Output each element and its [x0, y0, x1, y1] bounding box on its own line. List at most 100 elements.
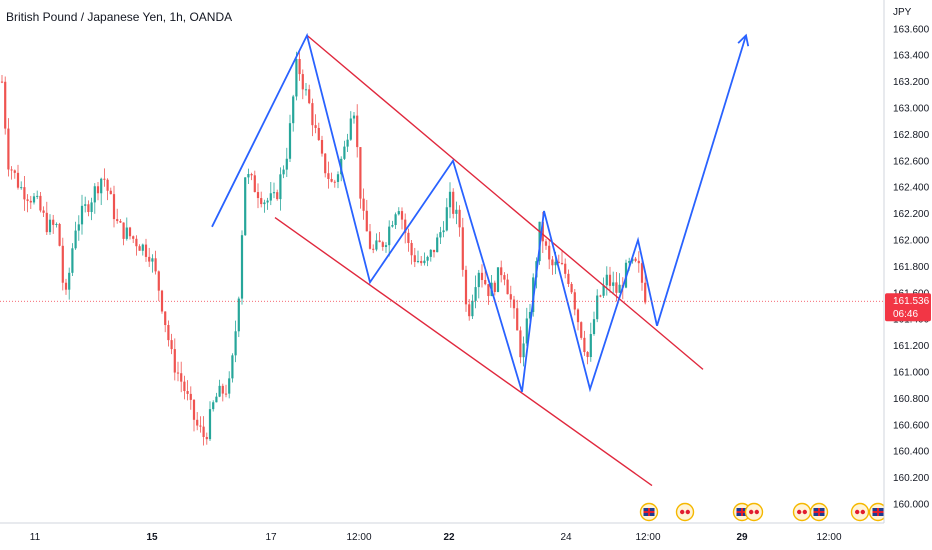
candle [244, 177, 247, 236]
candle [634, 257, 637, 263]
economic-event-icon[interactable] [850, 502, 870, 522]
candle [16, 164, 20, 190]
uk-flag-event-icon[interactable] [868, 502, 888, 522]
candle [212, 400, 215, 412]
candle [576, 308, 580, 331]
candle [471, 294, 474, 320]
candle [583, 330, 586, 356]
candle [400, 207, 404, 230]
candle [250, 172, 253, 181]
y-tick-label: 161.800 [893, 262, 930, 273]
candle [589, 322, 592, 362]
last-price-badge [885, 293, 931, 322]
y-tick-label: 160.400 [893, 447, 930, 458]
candle [138, 244, 141, 251]
candle [407, 228, 410, 252]
candle [432, 249, 436, 258]
candle [496, 267, 500, 293]
candle [452, 188, 455, 219]
zigzag-pattern[interactable] [211, 32, 658, 393]
candle [84, 196, 87, 213]
candle [221, 383, 224, 402]
chart-title: British Pound / Japanese Yen, 1h, OANDA [6, 10, 233, 24]
candle [45, 201, 48, 235]
candle [96, 181, 100, 201]
candle [413, 247, 416, 268]
candle [346, 133, 349, 153]
candle [144, 238, 148, 262]
economic-event-icon[interactable] [744, 502, 764, 522]
candle [132, 235, 135, 244]
candle [580, 321, 583, 340]
candle [570, 282, 573, 295]
candle [253, 170, 256, 193]
candle [416, 250, 420, 264]
candle [391, 220, 394, 228]
candle [378, 232, 381, 243]
candle [199, 416, 202, 433]
candle [311, 98, 314, 137]
candle [512, 295, 516, 319]
projection-line[interactable] [656, 35, 747, 327]
candle [36, 190, 39, 200]
economic-event-icon[interactable] [792, 502, 812, 522]
x-tick-label: 15 [146, 532, 158, 543]
candle [103, 168, 106, 187]
candle [612, 271, 615, 295]
y-tick-label: 162.400 [893, 183, 930, 194]
candle [304, 83, 308, 96]
candle [109, 187, 112, 195]
channel-lower-line[interactable] [274, 216, 653, 487]
candle [359, 147, 362, 209]
candle [503, 272, 506, 286]
candle [13, 169, 16, 179]
candle [74, 221, 77, 250]
price-axis[interactable] [884, 0, 932, 550]
candle [477, 269, 480, 299]
candle [247, 168, 250, 184]
candle [68, 267, 71, 300]
candle [32, 193, 36, 205]
candle [608, 266, 612, 293]
candle [61, 237, 64, 291]
candle [10, 166, 13, 180]
candle [164, 311, 167, 333]
candle [410, 239, 413, 265]
y-tick-label: 162.000 [893, 236, 930, 247]
x-tick-label: 17 [265, 532, 277, 543]
uk-flag-event-icon[interactable] [809, 502, 829, 522]
candle [429, 249, 432, 262]
candle [192, 399, 196, 432]
candle [368, 223, 372, 250]
economic-event-icon[interactable] [675, 502, 695, 522]
candle [516, 299, 519, 331]
candle [26, 194, 29, 213]
candle [336, 171, 340, 189]
uk-flag-event-icon[interactable] [639, 502, 659, 522]
candle [602, 277, 605, 299]
candle [586, 351, 589, 365]
candle [295, 51, 298, 101]
candle [205, 432, 208, 445]
candle [215, 392, 218, 403]
candle [218, 379, 221, 398]
candle [141, 243, 144, 256]
candle [362, 188, 365, 220]
candle [439, 226, 442, 244]
candle [173, 338, 176, 381]
candle [100, 177, 103, 206]
candle [112, 185, 116, 228]
candle [596, 289, 599, 323]
y-tick-label: 160.600 [893, 420, 930, 431]
candle [320, 135, 324, 157]
candle [509, 285, 512, 308]
candle [208, 401, 212, 441]
candle [644, 274, 647, 305]
channel-upper-line[interactable] [306, 34, 704, 370]
candle [333, 179, 336, 188]
candle [448, 182, 452, 219]
candle [487, 284, 490, 305]
candle [42, 206, 45, 217]
candle [522, 336, 525, 367]
